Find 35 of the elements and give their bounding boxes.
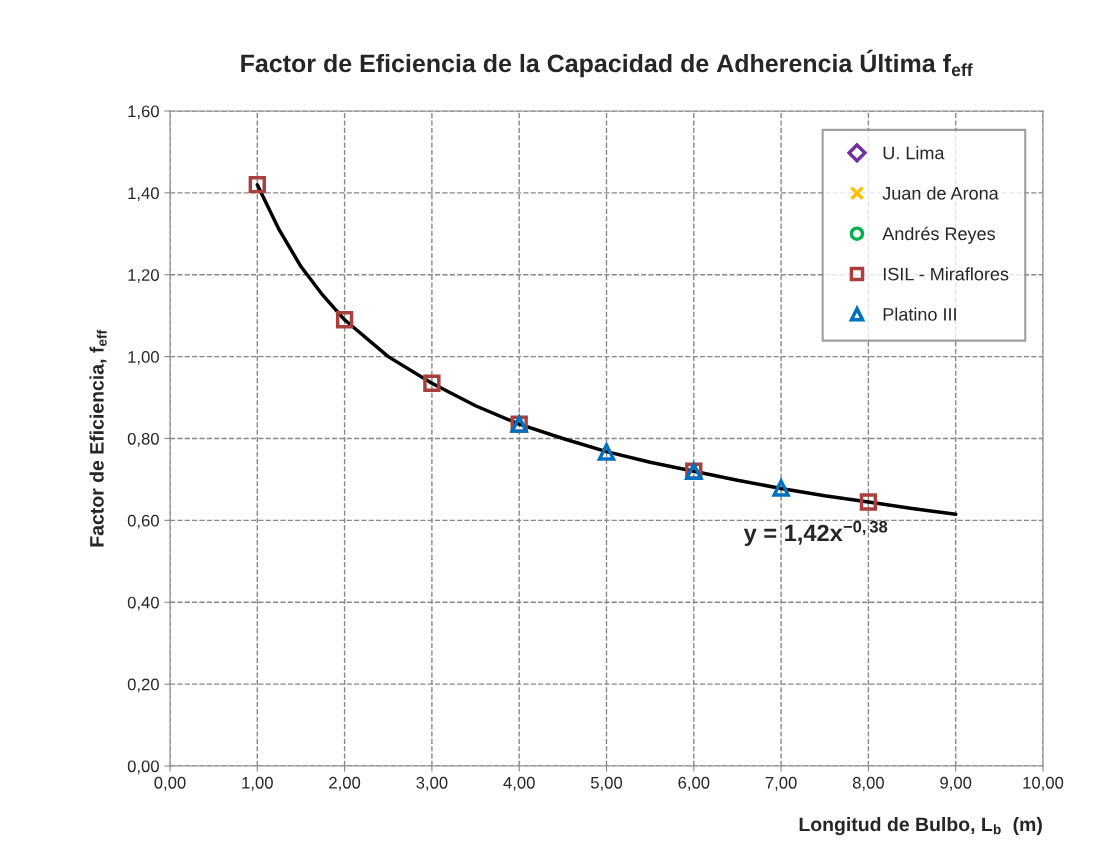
legend-label: Platino III: [883, 307, 956, 321]
y-axis-title: Factor de Eficiencia, f$_{eff}$: [89, 329, 107, 547]
x-tick-label: 3,00: [416, 776, 448, 791]
y-tick-label: 0,40: [127, 596, 159, 611]
y-tick-label: 0,80: [127, 432, 159, 447]
point: [597, 443, 616, 461]
legend-label: ISIL - Miraflores: [883, 267, 1009, 281]
legend-label: Juan de Arona: [882, 186, 999, 200]
chart-title: Factor de Eficiencia de la Capacidad de Adherencia Última f$_{eff}$: [241, 49, 973, 78]
x-tick-label: 2,00: [329, 776, 361, 791]
x-tick-label: 5,00: [590, 776, 623, 791]
x-tick-label: 10,00: [1023, 776, 1064, 791]
point: [772, 479, 790, 497]
x-tick-label: 6,00: [678, 776, 710, 791]
y-tick-label: 1,60: [128, 105, 159, 120]
point: [859, 493, 878, 511]
point: [248, 176, 266, 194]
legend-label: Andrés Reyes: [882, 226, 996, 244]
y-tick-label: 0,20: [127, 678, 159, 693]
y-tick-label: 1,00: [128, 351, 159, 365]
x-tick-label: 7,00: [765, 776, 797, 791]
point: [335, 311, 354, 329]
x-tick-label: 4,00: [503, 776, 535, 791]
y-tick-label: 0,60: [127, 514, 159, 529]
x-tick-label: 9,00: [940, 776, 972, 791]
legend-label: U. Lima: [883, 146, 945, 160]
point: [423, 374, 441, 392]
x-tick-label: 0,00: [154, 776, 186, 791]
x-axis-title: Longitud de Bulbo, L$_{b}$ (m): [799, 816, 1042, 836]
annotation: y = 1,42x$^{−0,38}$: [743, 520, 888, 547]
y-tick-label: 1,20: [128, 269, 159, 283]
y-tick-label: 1,40: [128, 187, 159, 202]
x-tick-label: 1,00: [242, 776, 273, 791]
x-tick-label: 8,00: [852, 776, 884, 791]
y-tick-label: 0,00: [127, 760, 159, 775]
